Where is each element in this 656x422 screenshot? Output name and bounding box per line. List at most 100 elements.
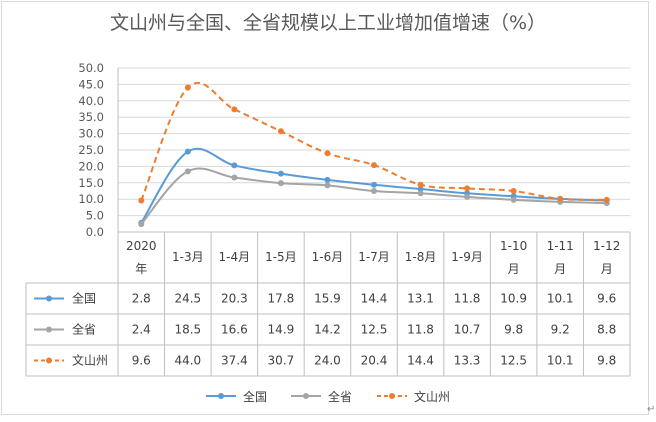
legend-label: 文山州 bbox=[414, 389, 451, 404]
table-value: 17.8 bbox=[268, 292, 295, 306]
table-value: 14.4 bbox=[407, 354, 434, 368]
data-point bbox=[510, 196, 517, 203]
table-value: 2.4 bbox=[132, 323, 151, 337]
legend-item: 文山州 bbox=[376, 387, 450, 405]
table-value: 9.6 bbox=[132, 354, 151, 368]
table-value: 9.6 bbox=[597, 292, 616, 306]
table-value: 16.6 bbox=[221, 323, 248, 337]
y-tick-label: 25.0 bbox=[78, 143, 104, 157]
data-point bbox=[324, 176, 331, 183]
table-value: 12.5 bbox=[500, 354, 527, 368]
data-point bbox=[603, 196, 610, 203]
chart-frame bbox=[1, 1, 649, 415]
y-tick-label: 40.0 bbox=[78, 94, 104, 108]
data-point bbox=[231, 106, 238, 113]
table-value: 12.5 bbox=[361, 323, 388, 337]
x-category-label: 1-10 月 bbox=[500, 239, 527, 276]
table-value: 14.4 bbox=[361, 292, 388, 306]
table-legend-key-marker bbox=[46, 357, 52, 364]
y-tick-label: 20.0 bbox=[78, 159, 104, 173]
data-point bbox=[417, 190, 424, 197]
data-point bbox=[557, 195, 564, 202]
table-value: 20.3 bbox=[221, 292, 248, 306]
data-point bbox=[324, 182, 331, 189]
y-tick-label: 50.0 bbox=[78, 61, 104, 75]
x-category-label: 1-6月 bbox=[312, 250, 344, 264]
legend-key-marker bbox=[303, 393, 309, 399]
y-tick-label: 10.0 bbox=[78, 192, 104, 206]
table-value: 15.9 bbox=[314, 292, 341, 306]
table-value: 10.1 bbox=[547, 292, 574, 306]
table-value: 13.3 bbox=[454, 354, 481, 368]
table-value: 24.5 bbox=[174, 292, 201, 306]
data-point bbox=[184, 148, 191, 155]
table-value: 14.2 bbox=[314, 323, 341, 337]
table-value: 30.7 bbox=[268, 354, 295, 368]
x-category-label: 1-7月 bbox=[358, 250, 390, 264]
x-category-label: 1-12 月 bbox=[593, 239, 620, 276]
table-value: 13.1 bbox=[407, 292, 434, 306]
table-value: 9.2 bbox=[551, 323, 570, 337]
table-value: 14.9 bbox=[268, 323, 295, 337]
table-value: 10.7 bbox=[454, 323, 481, 337]
table-value: 9.8 bbox=[597, 354, 616, 368]
legend-item: 全国 bbox=[205, 387, 267, 405]
x-category-label: 1-8月 bbox=[405, 250, 437, 264]
y-tick-label: 0.0 bbox=[86, 225, 104, 239]
data-point bbox=[510, 188, 517, 194]
table-value: 9.8 bbox=[504, 323, 523, 337]
data-point bbox=[138, 197, 145, 204]
chart-title: 文山州与全国、全省规模以上工业增加值增速（%） bbox=[109, 12, 547, 34]
table-value: 11.8 bbox=[454, 292, 481, 306]
data-point bbox=[277, 170, 284, 177]
y-tick-label: 35.0 bbox=[78, 110, 104, 124]
legend-item: 全省 bbox=[290, 387, 352, 405]
table-series-name: 全国 bbox=[72, 291, 96, 306]
table-legend-key-marker bbox=[46, 326, 52, 333]
data-point bbox=[371, 181, 377, 188]
x-category-label: 1-3月 bbox=[172, 250, 204, 264]
table-value: 37.4 bbox=[221, 354, 248, 368]
chart-legend: 全国 全省 文山州 bbox=[0, 387, 656, 405]
y-tick-label: 15.0 bbox=[78, 176, 104, 190]
legend-key bbox=[291, 393, 321, 399]
x-category-label: 1-4月 bbox=[219, 250, 251, 264]
data-point bbox=[231, 174, 238, 181]
data-point bbox=[324, 150, 331, 157]
data-point bbox=[417, 186, 424, 193]
table-value: 44.0 bbox=[174, 354, 201, 368]
table-series-name: 文山州 bbox=[72, 353, 108, 368]
table-value: 10.1 bbox=[547, 354, 574, 368]
legend-label: 全省 bbox=[328, 389, 353, 404]
table-value: 18.5 bbox=[174, 323, 201, 337]
table-value: 10.9 bbox=[500, 292, 527, 306]
series-line bbox=[140, 81, 607, 201]
y-tick-label: 45.0 bbox=[78, 77, 104, 91]
legend-key-marker bbox=[389, 393, 395, 399]
data-point bbox=[371, 162, 377, 169]
data-point bbox=[184, 168, 191, 175]
data-point bbox=[464, 193, 471, 200]
x-category-label: 1-5月 bbox=[265, 250, 297, 264]
x-category-label: 2020 年 bbox=[126, 239, 157, 276]
table-series-name: 全省 bbox=[72, 322, 96, 337]
table-value: 8.8 bbox=[597, 323, 616, 337]
table-value: 11.8 bbox=[407, 323, 434, 337]
corner-mark: ↵ bbox=[647, 404, 656, 415]
table-value: 24.0 bbox=[314, 354, 341, 368]
legend-key-marker bbox=[218, 393, 224, 399]
data-point bbox=[184, 84, 191, 91]
y-tick-label: 5.0 bbox=[86, 209, 104, 223]
x-category-label: 1-11 月 bbox=[547, 239, 574, 276]
y-tick-label: 30.0 bbox=[78, 127, 104, 141]
data-point bbox=[417, 181, 424, 188]
table-value: 20.4 bbox=[361, 354, 388, 368]
x-category-label: 1-9月 bbox=[451, 250, 483, 264]
legend-label: 全国 bbox=[243, 389, 268, 404]
data-point bbox=[464, 185, 471, 192]
legend-key bbox=[377, 393, 407, 399]
table-legend-key-marker bbox=[46, 295, 52, 302]
data-point bbox=[277, 128, 284, 135]
data-point bbox=[277, 180, 284, 187]
